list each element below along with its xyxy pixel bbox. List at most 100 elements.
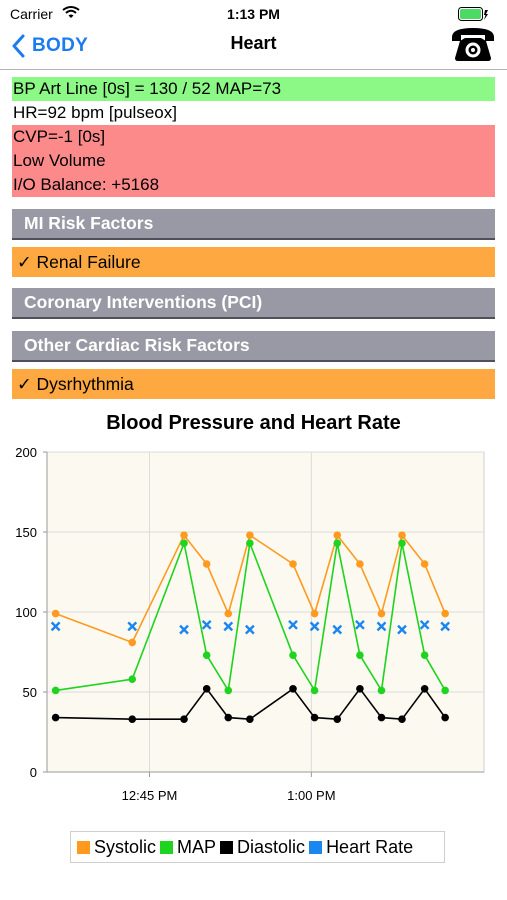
map-point — [128, 675, 137, 683]
legend-label-map: MAP — [177, 836, 217, 857]
systolic-point — [398, 531, 406, 539]
map-point — [289, 651, 297, 659]
bp-art-line-readout: BP Art Line [0s] = 130 / 52 MAP=73 — [12, 77, 495, 101]
y-tick-label: 200 — [15, 445, 37, 460]
risk-item-dysrhythmia[interactable]: ✓ Dysrhythmia — [12, 369, 495, 399]
heart-rate-point — [397, 624, 407, 635]
chart-legend: Systolic MAP Diastolic Heart Rate — [70, 831, 445, 863]
y-tick-label: 150 — [15, 525, 37, 540]
systolic-point — [420, 560, 429, 568]
map-point — [202, 651, 211, 659]
x-tick-label: 1:00 PM — [287, 788, 335, 803]
io-balance-readout: I/O Balance: +5168 — [12, 173, 495, 197]
heart-rate-point — [440, 621, 451, 632]
map-point — [356, 651, 364, 659]
systolic-series-line — [55, 533, 446, 644]
systolic-point — [377, 609, 386, 618]
telephone-icon[interactable] — [448, 22, 498, 64]
legend-item-heart-rate: Heart Rate — [309, 837, 413, 858]
heart-rate-point — [245, 624, 255, 635]
map-point — [420, 651, 429, 659]
diastolic-point — [310, 713, 319, 722]
systolic-point — [289, 560, 297, 568]
legend-label-diastolic: Diastolic — [237, 836, 306, 857]
back-button[interactable]: BODY — [10, 32, 88, 60]
map-point — [180, 539, 188, 547]
heart-rate-point — [201, 619, 212, 630]
y-tick-label: 50 — [23, 685, 37, 700]
systolic-point — [246, 531, 254, 539]
diastolic-point — [224, 713, 233, 722]
legend-item-map: MAP — [160, 837, 216, 858]
systolic-point — [202, 560, 211, 568]
volume-status: Low Volume — [12, 149, 495, 173]
back-button-label: BODY — [32, 35, 89, 56]
map-point — [333, 539, 342, 547]
diastolic-point — [356, 685, 364, 693]
systolic-point — [356, 560, 364, 568]
cvp-readout: CVP=-1 [0s] — [12, 125, 495, 149]
map-point — [224, 686, 233, 695]
map-point — [398, 539, 406, 547]
section-coronary-interventions[interactable]: Coronary Interventions (PCI) — [12, 288, 495, 319]
legend-swatch-diastolic — [220, 840, 234, 854]
diastolic-point — [51, 713, 60, 722]
diastolic-point — [420, 685, 429, 693]
systolic-point — [310, 609, 319, 618]
battery-charging-icon — [458, 7, 488, 21]
diastolic-point — [377, 713, 386, 722]
heart-rate-readout: HR=92 bpm [pulseox] — [13, 103, 177, 122]
heart-rate-point — [127, 621, 138, 632]
heart-rate-point — [419, 619, 430, 630]
status-bar: Carrier 1:13 PM — [0, 0, 507, 28]
map-point — [310, 686, 319, 695]
diastolic-point — [441, 713, 449, 722]
diastolic-point — [398, 715, 406, 723]
legend-item-diastolic: Diastolic — [220, 837, 305, 858]
legend-label-systolic: Systolic — [94, 836, 157, 857]
chevron-left-icon — [12, 34, 25, 58]
heart-rate-point — [332, 624, 343, 635]
heart-rate-point — [179, 624, 189, 635]
systolic-point — [51, 609, 60, 618]
heart-rate-point — [50, 621, 61, 632]
y-tick-label: 0 — [30, 765, 37, 780]
legend-label-heart-rate: Heart Rate — [326, 836, 414, 857]
diastolic-point — [246, 715, 254, 723]
map-series-line — [55, 540, 446, 693]
wifi-icon — [62, 6, 80, 18]
status-time: 1:13 PM — [227, 6, 280, 22]
diastolic-point — [180, 715, 188, 723]
systolic-point — [128, 638, 137, 647]
y-tick-label: 100 — [15, 605, 37, 620]
chart-title: Blood Pressure and Heart Rate — [106, 412, 401, 434]
heart-rate-point — [223, 621, 234, 632]
diastolic-point — [128, 715, 137, 723]
systolic-point — [333, 531, 342, 539]
heart-rate-point — [309, 621, 320, 632]
risk-item-renal-failure[interactable]: ✓ Renal Failure — [12, 247, 495, 277]
legend-swatch-systolic — [77, 840, 90, 854]
map-point — [377, 686, 386, 695]
legend-swatch-heart-rate — [309, 840, 323, 854]
diastolic-point — [289, 685, 297, 693]
systolic-point — [180, 531, 188, 539]
map-point — [51, 686, 60, 695]
section-mi-risk-factors[interactable]: MI Risk Factors — [12, 209, 495, 240]
map-point — [246, 539, 254, 547]
systolic-point — [441, 609, 449, 618]
heart-rate-point — [288, 619, 298, 630]
systolic-point — [224, 609, 233, 618]
legend-item-systolic: Systolic — [77, 837, 156, 858]
navigation-bar: BODY Heart — [0, 28, 507, 70]
heart-rate-point — [355, 619, 365, 630]
map-point — [441, 686, 449, 695]
section-other-cardiac-risk-factors[interactable]: Other Cardiac Risk Factors — [12, 331, 495, 362]
x-tick-label: 12:45 PM — [122, 788, 178, 803]
page-title: Heart — [230, 33, 277, 53]
vitals-panel: BP Art Line [0s] = 130 / 52 MAP=73 HR=92… — [12, 77, 495, 197]
heart-rate-point — [376, 621, 387, 632]
bp-hr-chart: 0 50 100 150 200 12:45 PM 1:00 PM — [15, 445, 485, 803]
legend-swatch-map — [160, 840, 174, 854]
carrier-label: Carrier — [10, 6, 53, 22]
